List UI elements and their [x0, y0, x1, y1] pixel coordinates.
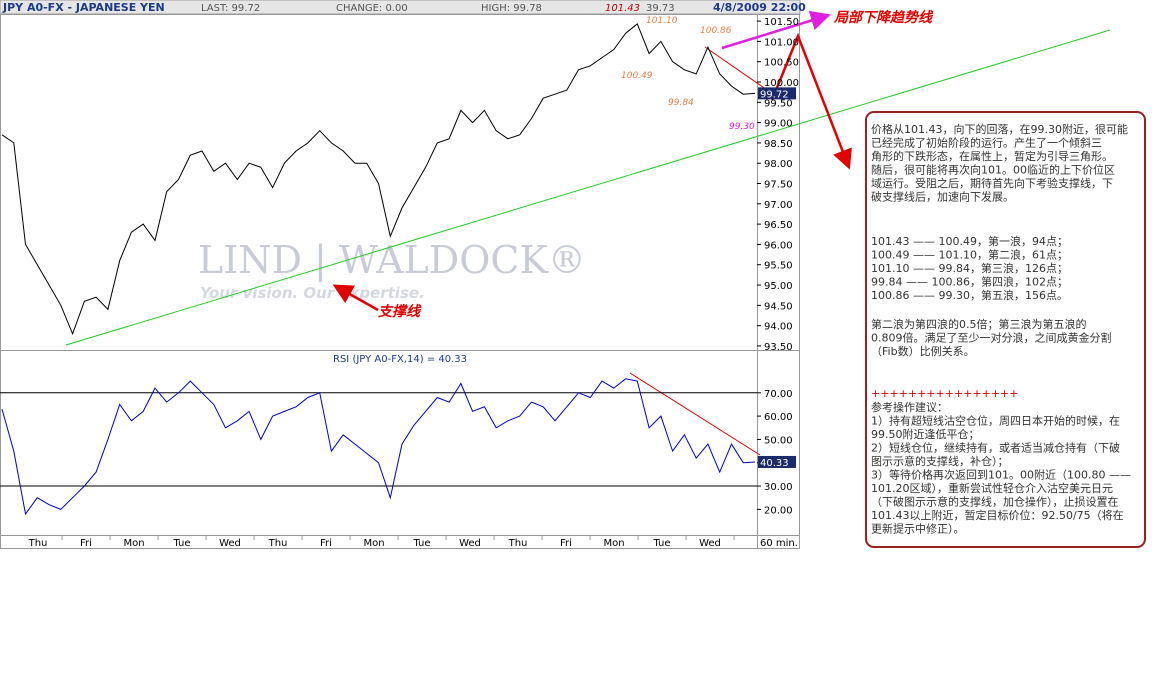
wave-label: 99.30	[729, 122, 755, 132]
y-tick-label: 20.00	[764, 505, 793, 516]
y-tick-label: 94.00	[764, 322, 793, 333]
x-tick-label: Mon	[603, 538, 624, 549]
note-line: 101.10 —— 99.84，第三浪，126点；	[871, 261, 1068, 275]
x-tick-label: Wed	[699, 538, 721, 549]
wave-label: 100.49	[621, 71, 653, 81]
wave-label: 100.86	[700, 26, 732, 36]
panel-title: RSI (JPY A0-FX,14) = 40.33	[333, 354, 467, 365]
last-box	[758, 87, 796, 100]
rsi-trend-line	[629, 372, 761, 456]
wave-label: 101.10	[646, 16, 678, 26]
y-tick-label: 70.00	[764, 389, 793, 400]
note-line: 1）持有超短线沽空仓位，周四日本开始的时候，在	[871, 414, 1120, 428]
divider: ++++++++++++++++	[871, 387, 1018, 400]
note-line: （Fib数）比例关系。	[871, 344, 975, 358]
analysis-box	[865, 111, 1146, 548]
y-tick-label: 100.00	[764, 78, 799, 89]
note-line: 101.43以上附近，暂定目标价位：92.50/75（将在	[871, 508, 1124, 522]
note-line: 角形的下跌形态，在属性上，暂定为引导三角形。	[871, 149, 1113, 163]
y-tick-label: 93.50	[764, 342, 793, 353]
y-tick-label: 94.50	[764, 301, 793, 312]
interval: 60 min.	[760, 538, 798, 549]
x-tick-label: Thu	[508, 538, 528, 549]
extra: 39.73	[646, 3, 675, 14]
wave-label: 99.84	[668, 98, 694, 108]
note-line: 第二浪为第四浪的0.5倍；第三浪为第五浪的	[871, 317, 1087, 331]
support-arrow	[332, 284, 379, 312]
x-tick-label: Tue	[652, 538, 670, 549]
x-tick-label: Mon	[123, 538, 144, 549]
y-tick-label: 98.00	[764, 159, 793, 170]
note-line: 100.49 —— 101.10，第二浪，61点；	[871, 248, 1068, 262]
trend-arrow	[721, 10, 831, 50]
peak: 101.43	[605, 3, 640, 14]
watermark-slogan: Your vision. Our expertise.	[200, 284, 425, 302]
note-line: 101.43 —— 100.49，第一浪，94点；	[871, 234, 1068, 248]
high: HIGH: 99.78	[481, 3, 542, 14]
support-callout: 支撑线	[377, 303, 422, 320]
note-line: 2）短线仓位，继续持有，或者适当减仓持有（下破	[871, 441, 1120, 455]
y-tick-label: 60.00	[764, 412, 793, 423]
change: CHANGE: 0.00	[336, 3, 408, 14]
last-box	[758, 455, 796, 468]
note-line: 参考操作建议：	[871, 400, 948, 414]
last-label: 99.72	[760, 89, 789, 100]
note-line: 101.20区域），重新尝试性轻仓介入沽空美元日元	[871, 481, 1113, 495]
x-tick-label: Wed	[459, 538, 481, 549]
series-line	[1, 378, 756, 516]
y-tick-label: 50.00	[764, 435, 793, 446]
last: LAST: 99.72	[201, 3, 260, 14]
x-tick-label: Fri	[320, 538, 332, 549]
x-tick-label: Thu	[268, 538, 288, 549]
note-line: 3）等待价格再次返回到101。00附近（100.80 ——	[871, 468, 1131, 482]
x-tick-label: Fri	[560, 538, 572, 549]
target-arrow	[770, 32, 852, 170]
note-line: 图示示意的支撑线，补仓）；	[871, 454, 1009, 468]
datetime: 4/8/2009 22:00	[713, 1, 806, 14]
y-tick-label: 95.50	[764, 261, 793, 272]
note-line: 99.50附近逢低平仓；	[871, 427, 980, 441]
watermark-brand: LIND | WALDOCK®	[198, 238, 586, 282]
y-tick-label: 96.00	[764, 240, 793, 251]
note-line: 价格从101.43，向下的回落，在99.30附近，很可能	[871, 122, 1128, 136]
note-line: 随后，很可能将再次向101。00临近的上下价位区	[871, 163, 1115, 177]
x-tick-label: Mon	[363, 538, 384, 549]
rsi-panel	[0, 350, 800, 549]
note-line: 已经完成了初始阶段的运行。产生了一个倾斜三	[871, 136, 1102, 150]
x-tick-label: Tue	[172, 538, 190, 549]
y-tick-label: 97.50	[764, 180, 793, 191]
x-tick-label: Wed	[219, 538, 241, 549]
trend-callout: 局部下降趋势线	[833, 9, 934, 26]
x-tick-label: Fri	[80, 538, 92, 549]
x-tick-label: Tue	[412, 538, 430, 549]
y-tick-label: 101.50	[764, 17, 799, 28]
y-tick-label: 100.50	[764, 58, 799, 69]
note-line: 域运行。受阻之后，期待首先向下考验支撑线，下	[871, 176, 1113, 190]
note-line: 0.809倍。满足了至少一对分浪，之间成黄金分割	[871, 331, 1112, 345]
analysis-text: 价格从101.43，向下的回落，在99.30附近，很可能已经完成了初始阶段的运行…	[871, 122, 1131, 536]
resistance-line	[704, 46, 771, 93]
note-line: （下破图示示意的支撑线，加仓操作），止损设置在	[871, 495, 1119, 509]
last-label: 40.33	[760, 458, 789, 469]
y-tick-label: 97.00	[764, 200, 793, 211]
y-tick-label: 99.00	[764, 119, 793, 130]
x-tick-label: Thu	[28, 538, 48, 549]
note-line: 更新提示中修正）。	[871, 522, 965, 536]
y-tick-label: 98.50	[764, 139, 793, 150]
note-line: 破支撑线后，加速向下发展。	[871, 190, 1014, 204]
note-line: 100.86 —— 99.30，第五浪，156点。	[871, 288, 1068, 302]
series-line	[1, 23, 756, 336]
support-line	[65, 29, 1111, 346]
y-tick-label: 95.00	[764, 281, 793, 292]
y-tick-label: 96.50	[764, 220, 793, 231]
y-tick-label: 30.00	[764, 482, 793, 493]
symbol: JPY A0-FX - JAPANESE YEN	[2, 1, 165, 14]
note-line: 99.84 —— 100.86，第四浪，102点；	[871, 275, 1068, 289]
y-tick-label: 101.00	[764, 37, 799, 48]
y-tick-label: 99.50	[764, 98, 793, 109]
